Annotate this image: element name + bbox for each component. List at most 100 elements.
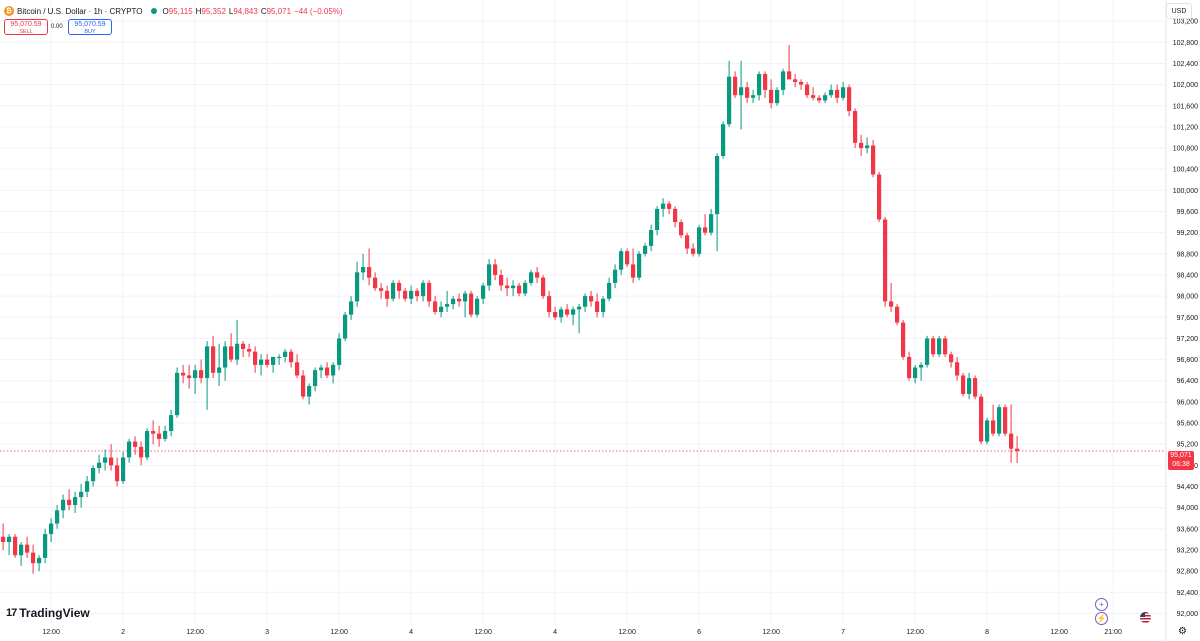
candle-body	[289, 351, 294, 363]
candle	[703, 214, 708, 236]
candle-body	[427, 282, 432, 302]
y-tick-label: 100,000	[1173, 188, 1198, 195]
buy-label: BUY	[84, 29, 96, 35]
candle	[775, 87, 780, 106]
buy-button[interactable]: 95,070.59 BUY	[68, 19, 112, 35]
candle	[985, 417, 990, 445]
candle-body	[631, 264, 636, 278]
candle	[415, 288, 420, 302]
candle-body	[571, 309, 576, 315]
candle-body	[913, 367, 918, 379]
candle-body	[109, 457, 114, 466]
candle	[139, 441, 144, 466]
candle-body	[931, 338, 936, 355]
candle	[85, 475, 90, 498]
candle	[361, 253, 366, 281]
candle	[973, 375, 978, 400]
candle-body	[355, 272, 360, 302]
currency-button[interactable]: USD	[1166, 3, 1192, 19]
candle	[751, 89, 756, 104]
y-tick-label: 102,400	[1173, 61, 1198, 68]
candle-body	[175, 372, 180, 416]
lightning-icon[interactable]: ⚡	[1095, 612, 1108, 625]
ohlc-close-key: C	[260, 6, 267, 16]
candle	[499, 269, 504, 291]
tradingview-wordmark: TradingView	[19, 606, 90, 620]
candle	[163, 425, 168, 442]
candle-body	[985, 420, 990, 442]
candle-body	[1, 536, 6, 543]
candle	[733, 71, 738, 98]
candle	[565, 304, 570, 318]
candle	[727, 60, 732, 127]
candle-body	[889, 301, 894, 307]
candle	[1015, 436, 1020, 464]
candle-body	[559, 309, 564, 318]
candle	[967, 372, 972, 400]
candle	[379, 282, 384, 299]
candle	[271, 356, 276, 373]
last-price-tag: 95,071 06:38	[1168, 451, 1194, 470]
x-tick-label: 6	[697, 629, 702, 636]
candle	[811, 87, 816, 101]
candle-body	[607, 282, 612, 299]
candle	[547, 290, 552, 318]
candle-body	[229, 346, 234, 360]
candle	[859, 134, 864, 156]
candle-body	[589, 296, 594, 302]
candle-body	[859, 142, 864, 149]
candle	[763, 71, 768, 98]
candle-body	[715, 156, 720, 215]
candle	[199, 359, 204, 384]
candle	[541, 274, 546, 299]
candle	[385, 285, 390, 307]
candle-body	[901, 322, 906, 357]
us-flag-icon[interactable]	[1140, 612, 1151, 623]
candle-body	[325, 367, 330, 376]
candle-body	[487, 264, 492, 286]
candle-body	[211, 346, 216, 373]
candle-body	[793, 79, 798, 82]
spread-value: 0.00	[51, 24, 63, 30]
candle-body	[115, 465, 120, 482]
candle	[355, 261, 360, 307]
candle	[949, 351, 954, 368]
candle-body	[511, 285, 516, 289]
candle	[175, 367, 180, 418]
candle	[481, 282, 486, 305]
y-tick-label: 101,600	[1173, 103, 1198, 110]
candle	[739, 60, 744, 130]
candle	[877, 171, 882, 223]
price-axis[interactable]: 92,000 92,400 92,800 93,200 93,600 94,000 94,4…	[1173, 19, 1198, 618]
candle	[979, 393, 984, 445]
candle	[91, 465, 96, 487]
candle	[865, 137, 870, 154]
candle-body	[181, 372, 186, 376]
gear-icon[interactable]: ⚙	[1178, 626, 1187, 637]
candle	[697, 224, 702, 257]
tradingview-logo[interactable]: 17 TradingView	[6, 606, 90, 620]
candle	[469, 290, 474, 318]
ohlc-low-value: 94,843	[233, 6, 258, 16]
candle	[247, 343, 252, 357]
symbol-title[interactable]: Bitcoin / U.S. Dollar · 1h · CRYPTO	[17, 6, 143, 16]
candle	[667, 200, 672, 215]
candle	[631, 248, 636, 283]
y-tick-label: 100,400	[1173, 167, 1198, 174]
candle-body	[523, 282, 528, 294]
candle-body	[829, 89, 834, 96]
candle-body	[97, 462, 102, 468]
sell-button[interactable]: 95,070.59 SELL	[4, 19, 48, 35]
candle-body	[217, 367, 222, 373]
ohlc-close-value: 95,071	[266, 6, 292, 16]
y-tick-label: 92,800	[1177, 569, 1199, 576]
ohlc-high-key: H	[195, 6, 202, 16]
candle	[259, 354, 264, 376]
x-tick-label: 8	[985, 629, 990, 636]
candle-body	[457, 298, 462, 302]
candle-body	[805, 84, 810, 96]
candle-body	[919, 364, 924, 368]
plus-icon[interactable]: +	[1095, 598, 1108, 611]
